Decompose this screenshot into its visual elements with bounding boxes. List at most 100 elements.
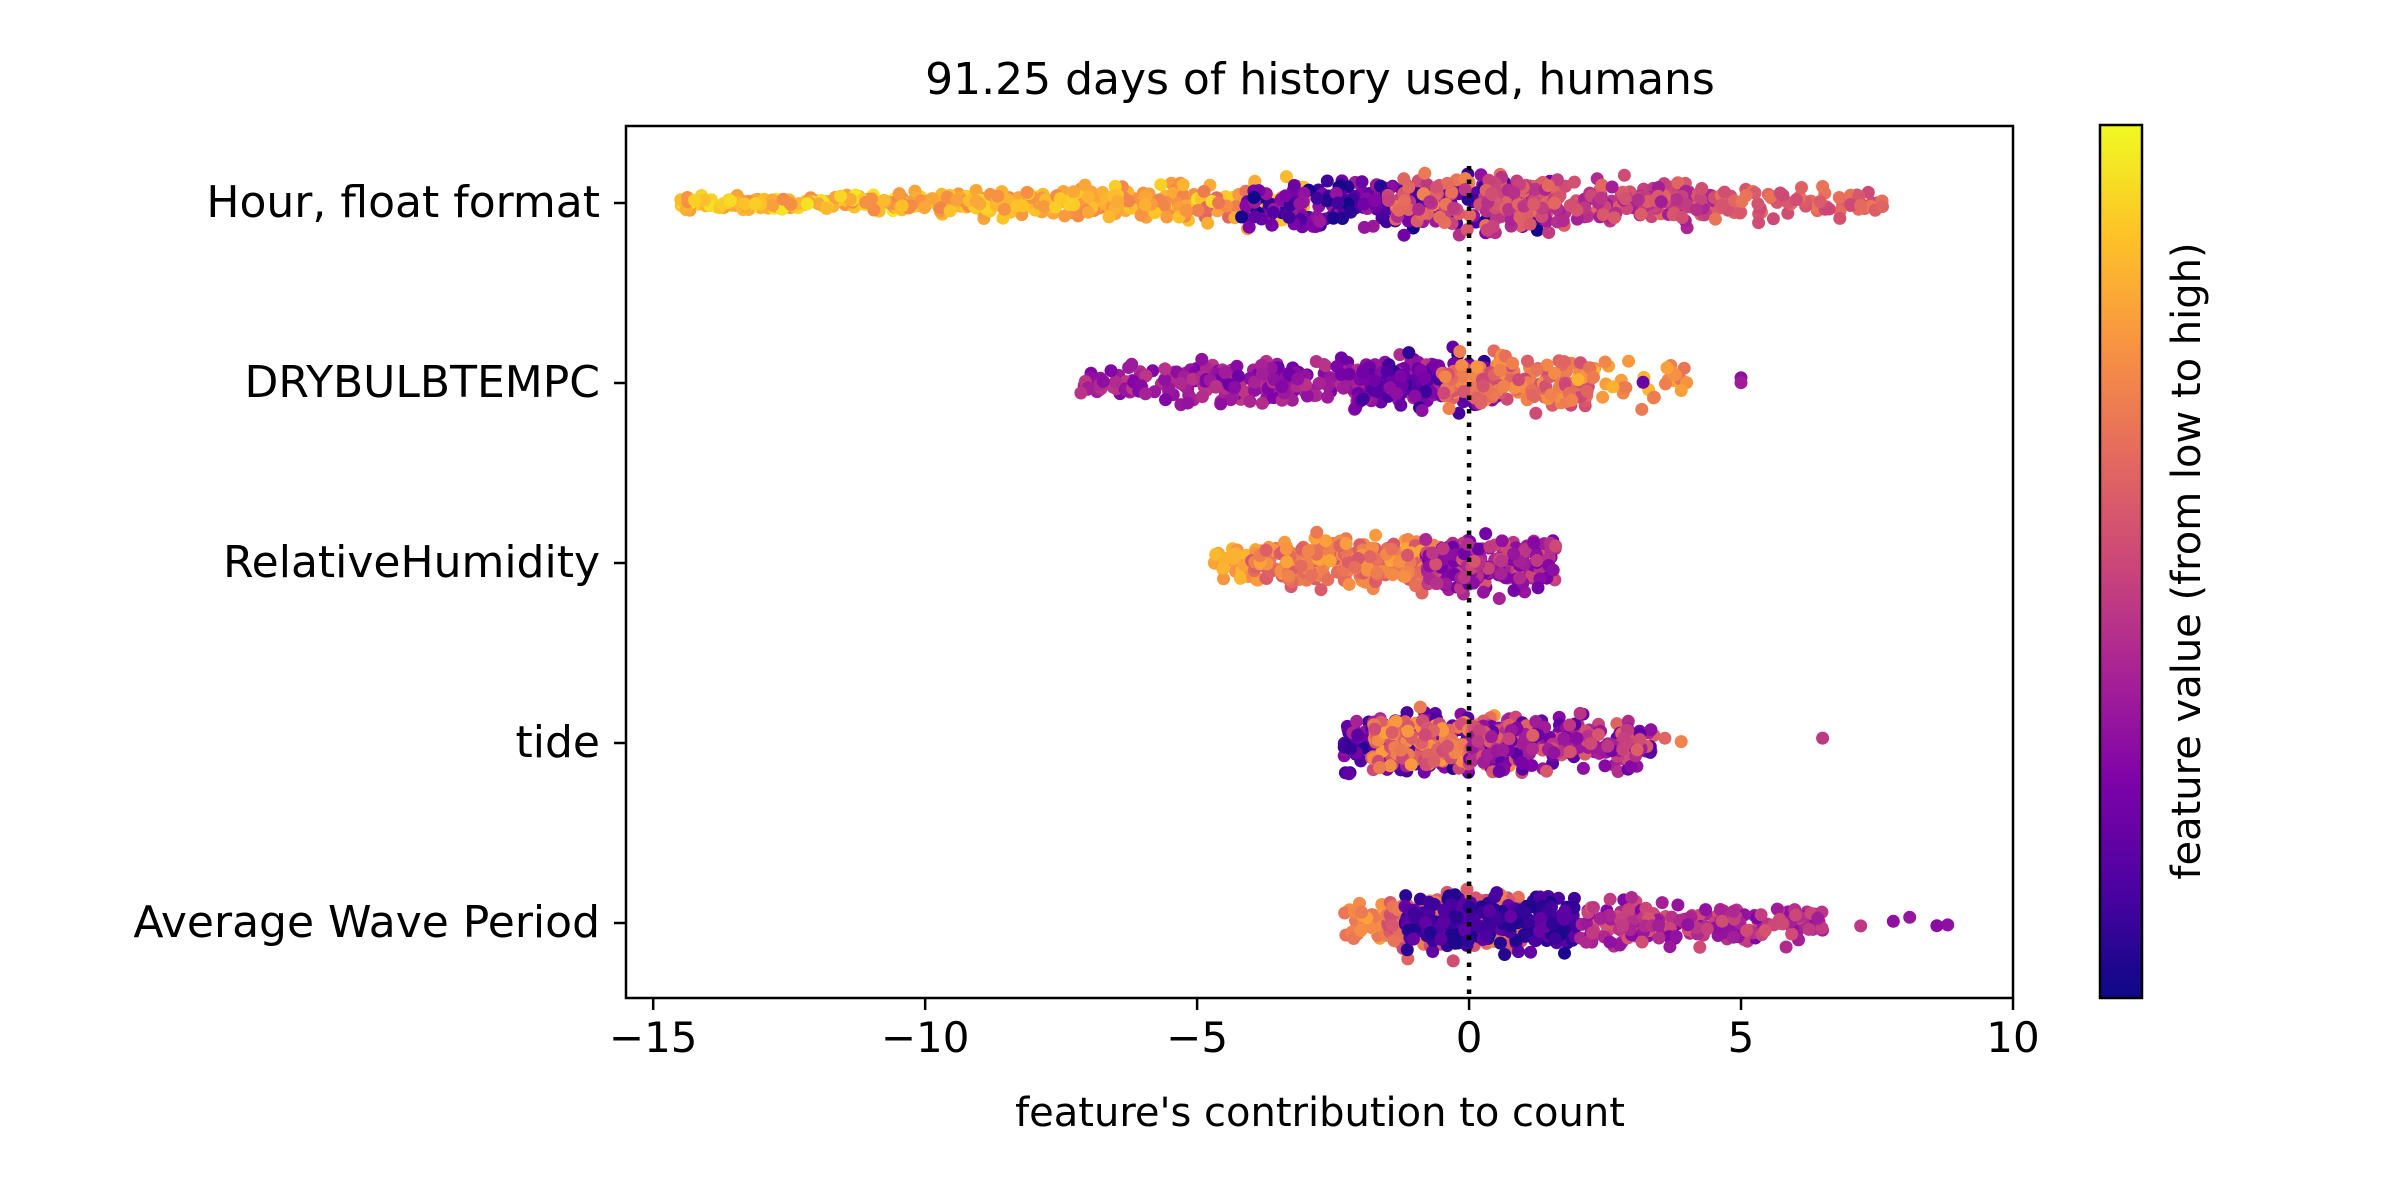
point-relativehumidity — [1398, 570, 1412, 584]
point-average-wave-period — [1693, 940, 1707, 954]
point-drybulbtempc — [1394, 398, 1408, 412]
point-average-wave-period — [1355, 905, 1369, 919]
point-tide — [1525, 759, 1539, 772]
point-average-wave-period — [1785, 927, 1799, 941]
point-average-wave-period — [1941, 918, 1955, 932]
point-average-wave-period — [1625, 891, 1639, 904]
point-hour-float-format — [1418, 166, 1432, 180]
point-drybulbtempc — [1493, 363, 1507, 377]
point-hour-float-format — [1134, 208, 1148, 222]
point-tide — [1404, 758, 1418, 772]
point-tide — [1816, 731, 1830, 745]
point-hour-float-format — [1739, 189, 1753, 203]
point-relativehumidity — [1282, 569, 1296, 583]
point-hour-float-format — [1617, 168, 1631, 182]
point-hour-float-format — [1502, 202, 1516, 216]
point-drybulbtempc — [1544, 388, 1558, 402]
point-hour-float-format — [1548, 196, 1561, 210]
point-hour-float-format — [1670, 193, 1683, 206]
point-average-wave-period — [1446, 954, 1460, 968]
point-drybulbtempc — [1571, 373, 1585, 387]
y-tick-label: RelativeHumidity — [223, 537, 600, 588]
point-relativehumidity — [1429, 557, 1443, 571]
point-relativehumidity — [1216, 561, 1230, 575]
point-average-wave-period — [1789, 908, 1803, 922]
point-hour-float-format — [1293, 197, 1307, 211]
point-hour-float-format — [1595, 178, 1609, 192]
point-average-wave-period — [1504, 919, 1518, 933]
point-drybulbtempc — [1232, 369, 1245, 383]
point-relativehumidity — [1477, 585, 1490, 599]
point-tide — [1601, 739, 1615, 753]
point-hour-float-format — [1766, 212, 1780, 226]
point-drybulbtempc — [1418, 371, 1432, 385]
point-hour-float-format — [918, 201, 931, 215]
point-relativehumidity — [1363, 550, 1377, 564]
point-tide — [1436, 724, 1450, 737]
point-hour-float-format — [1212, 196, 1226, 210]
point-drybulbtempc — [1596, 390, 1610, 404]
point-average-wave-period — [1587, 901, 1600, 914]
point-drybulbtempc — [1452, 406, 1466, 420]
point-hour-float-format — [1355, 175, 1369, 189]
point-average-wave-period — [1622, 903, 1635, 916]
point-hour-float-format — [1326, 211, 1340, 225]
point-hour-float-format — [738, 197, 752, 211]
point-hour-float-format — [1381, 193, 1395, 207]
point-tide — [1502, 732, 1516, 746]
point-relativehumidity — [1492, 592, 1506, 605]
point-relativehumidity — [1369, 528, 1383, 542]
point-average-wave-period — [1715, 914, 1729, 928]
point-hour-float-format — [1567, 175, 1581, 189]
point-average-wave-period — [1635, 935, 1649, 949]
point-hour-float-format — [1392, 203, 1406, 217]
point-tide — [1633, 733, 1647, 746]
point-average-wave-period — [1458, 923, 1472, 937]
point-drybulbtempc — [1565, 393, 1579, 407]
point-hour-float-format — [1513, 210, 1527, 224]
point-drybulbtempc — [1243, 394, 1257, 408]
point-relativehumidity — [1259, 543, 1273, 557]
point-hour-float-format — [1357, 220, 1371, 234]
point-average-wave-period — [1681, 918, 1695, 932]
point-drybulbtempc — [1337, 381, 1350, 395]
point-tide — [1385, 726, 1399, 739]
point-relativehumidity — [1319, 534, 1333, 548]
point-hour-float-format — [1266, 205, 1280, 219]
point-hour-float-format — [1082, 190, 1095, 204]
point-average-wave-period — [1652, 931, 1666, 945]
point-hour-float-format — [1789, 193, 1803, 207]
point-drybulbtempc — [1390, 387, 1404, 400]
point-average-wave-period — [1616, 919, 1630, 933]
point-drybulbtempc — [1367, 374, 1381, 388]
point-hour-float-format — [1053, 192, 1067, 206]
point-hour-float-format — [1397, 172, 1411, 186]
point-hour-float-format — [1154, 178, 1168, 192]
point-drybulbtempc — [1109, 375, 1122, 389]
point-hour-float-format — [1844, 198, 1858, 211]
point-hour-float-format — [1605, 180, 1619, 194]
point-average-wave-period — [1387, 934, 1401, 948]
point-average-wave-period — [1469, 917, 1483, 931]
point-average-wave-period — [1930, 919, 1944, 933]
point-hour-float-format — [1690, 203, 1703, 217]
point-drybulbtempc — [1548, 366, 1562, 380]
point-hour-float-format — [969, 194, 983, 208]
point-hour-float-format — [1247, 191, 1261, 204]
point-tide — [1401, 724, 1415, 738]
point-tide — [1526, 728, 1540, 742]
point-relativehumidity — [1507, 547, 1521, 561]
point-average-wave-period — [1437, 904, 1451, 918]
point-drybulbtempc — [1419, 385, 1433, 399]
point-hour-float-format — [698, 193, 711, 207]
point-drybulbtempc — [1230, 359, 1244, 373]
point-average-wave-period — [1511, 945, 1525, 959]
point-average-wave-period — [1671, 898, 1685, 912]
x-axis-label: feature's contribution to count — [1015, 1090, 1625, 1136]
point-drybulbtempc — [1275, 380, 1289, 394]
point-average-wave-period — [1462, 900, 1476, 914]
point-relativehumidity — [1471, 542, 1485, 556]
point-hour-float-format — [1458, 183, 1472, 196]
point-drybulbtempc — [1474, 396, 1488, 410]
